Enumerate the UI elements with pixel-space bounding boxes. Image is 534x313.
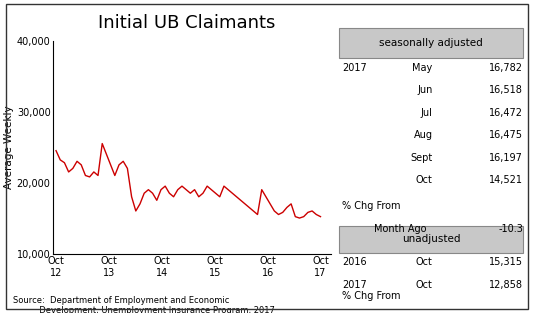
Text: Jul: Jul bbox=[421, 108, 433, 118]
Text: seasonally adjusted: seasonally adjusted bbox=[379, 38, 483, 48]
Text: unadjusted: unadjusted bbox=[402, 234, 460, 244]
Text: 16,475: 16,475 bbox=[489, 130, 523, 140]
Text: Initial UB Claimants: Initial UB Claimants bbox=[98, 14, 276, 32]
Text: Oct: Oct bbox=[415, 280, 433, 290]
Text: May: May bbox=[412, 63, 433, 73]
Text: 16,518: 16,518 bbox=[490, 85, 523, 95]
Text: 2017: 2017 bbox=[342, 280, 366, 290]
Text: % Chg From: % Chg From bbox=[342, 201, 400, 211]
Text: 14,521: 14,521 bbox=[489, 175, 523, 185]
Text: Aug: Aug bbox=[413, 130, 433, 140]
Text: Month Ago: Month Ago bbox=[374, 224, 426, 234]
Text: Jun: Jun bbox=[417, 85, 433, 95]
Text: Source:  Department of Employment and Economic: Source: Department of Employment and Eco… bbox=[13, 296, 230, 305]
Text: % Chg From: % Chg From bbox=[342, 291, 400, 301]
Text: Oct: Oct bbox=[415, 257, 433, 267]
Text: 16,197: 16,197 bbox=[490, 153, 523, 163]
Text: Development, Unemployment Insurance Program, 2017: Development, Unemployment Insurance Prog… bbox=[13, 306, 275, 313]
Text: -10.3: -10.3 bbox=[498, 224, 523, 234]
Text: Sept: Sept bbox=[410, 153, 433, 163]
Text: 16,472: 16,472 bbox=[489, 108, 523, 118]
Text: 12,858: 12,858 bbox=[489, 280, 523, 290]
Text: 15,315: 15,315 bbox=[489, 257, 523, 267]
Text: 2016: 2016 bbox=[342, 257, 366, 267]
Y-axis label: Average Weekly: Average Weekly bbox=[4, 105, 14, 189]
Text: Oct: Oct bbox=[415, 175, 433, 185]
Text: 16,782: 16,782 bbox=[489, 63, 523, 73]
Text: 2017: 2017 bbox=[342, 63, 366, 73]
